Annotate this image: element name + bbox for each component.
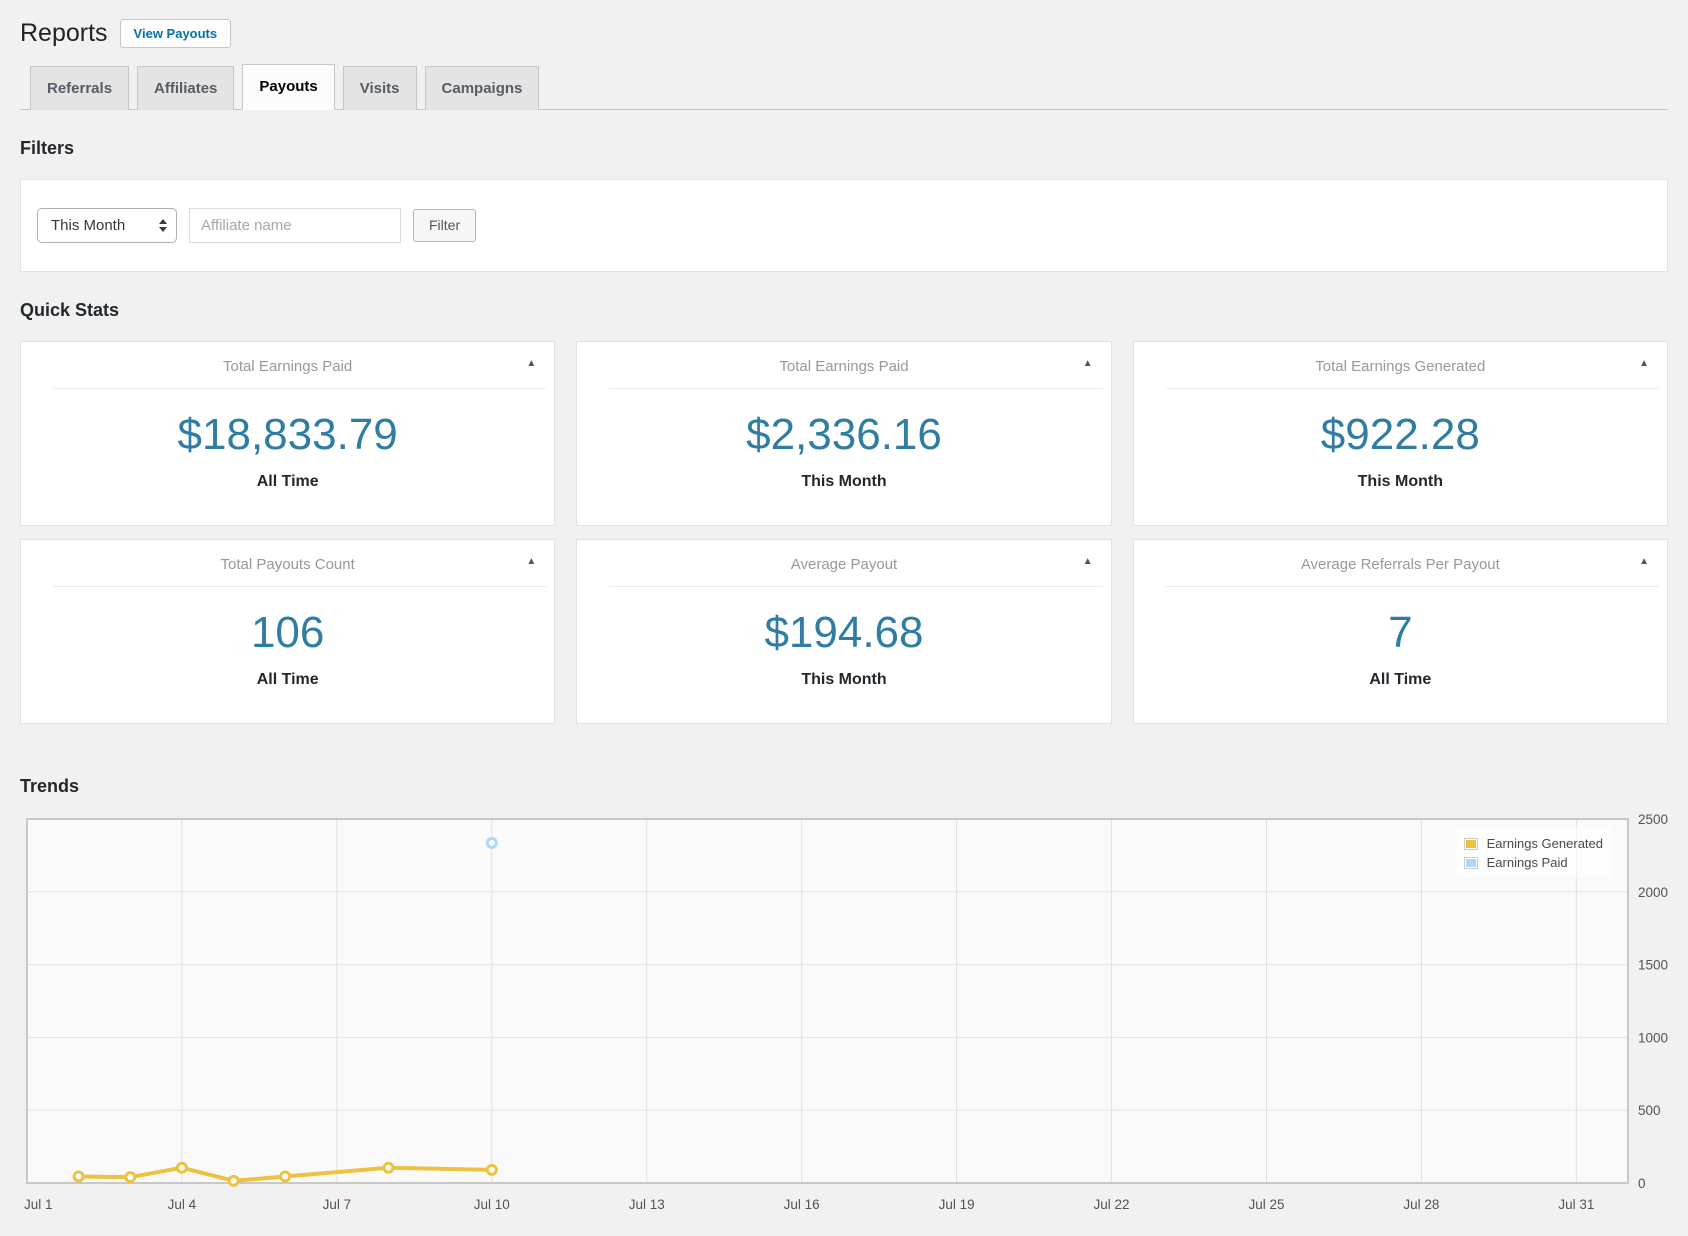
y-axis-tick-label: 1000 [1638, 1030, 1668, 1045]
legend-item: Earnings Generated [1463, 836, 1603, 851]
stat-card-value: 7 [1388, 608, 1413, 657]
stat-card-period: All Time [256, 671, 319, 689]
stat-card-title: Average Payout [790, 556, 898, 573]
collapse-triangle-icon[interactable]: ▲ [526, 556, 537, 567]
affiliate-name-input[interactable] [189, 208, 401, 243]
collapse-triangle-icon[interactable]: ▲ [1639, 556, 1649, 567]
tab-visits[interactable]: Visits [342, 66, 417, 110]
x-axis-tick-label: Jul 1 [24, 1197, 53, 1212]
x-axis-tick-label: Jul 10 [474, 1197, 510, 1212]
stat-card-value: $2,336.16 [746, 410, 942, 459]
stat-card-title: Average Referrals Per Payout [1300, 556, 1500, 573]
plot-border [26, 818, 1629, 1184]
trends-chart: Jul 1 Jul 4 Jul 7 Jul 10 Jul 13 Jul 16 Jul 19 J… [20, 813, 1668, 1225]
collapse-triangle-icon[interactable]: ▲ [526, 358, 537, 369]
data-point-earnings-generated [227, 1174, 240, 1187]
stat-card-title: Total Earnings Generated [1315, 358, 1486, 375]
collapse-triangle-icon[interactable]: ▲ [1639, 358, 1649, 369]
data-point-earnings-generated [124, 1171, 137, 1184]
y-axis-tick-label: 0 [1638, 1176, 1646, 1191]
stat-card-title: Total Earnings Paid [223, 358, 353, 375]
stat-card-divider [53, 586, 547, 587]
page-header: Reports View Payouts [20, 18, 1668, 48]
legend-swatch-icon [1463, 856, 1478, 869]
trends-heading: Trends [20, 776, 80, 796]
y-axis-tick-label: 500 [1638, 1103, 1661, 1118]
stat-card-divider [53, 388, 547, 389]
filters-heading: Filters [20, 138, 75, 158]
x-axis-tick-label: Jul 25 [1248, 1197, 1284, 1212]
stat-card-divider [1165, 388, 1659, 389]
tab-affiliates[interactable]: Affiliates [137, 66, 235, 110]
stat-card-period: This Month [801, 671, 887, 689]
stat-card-divider [609, 388, 1103, 389]
x-axis-tick-label: Jul 7 [323, 1197, 352, 1212]
stat-card-divider [1165, 586, 1659, 587]
stat-card: Total Earnings Generated ▲ $922.28 This … [1132, 341, 1668, 526]
stat-card-value: $194.68 [764, 608, 924, 657]
quick-stats-grid: Total Earnings Paid ▲ $18,833.79 All Tim… [20, 341, 1668, 724]
stat-card: Average Referrals Per Payout ▲ 7 All Tim… [1132, 539, 1668, 724]
stat-card-period: This Month [1357, 473, 1443, 491]
tab-payouts[interactable]: Payouts [242, 64, 335, 110]
date-range-selected-value: This Month [51, 217, 126, 234]
x-axis-tick-label: Jul 16 [784, 1197, 820, 1212]
data-point-earnings-paid [485, 836, 498, 849]
collapse-triangle-icon[interactable]: ▲ [1082, 556, 1093, 567]
filters-panel: This Month Filter [20, 179, 1668, 272]
view-payouts-button[interactable]: View Payouts [119, 18, 232, 48]
stat-card: Total Earnings Paid ▲ $18,833.79 All Tim… [20, 341, 556, 526]
data-point-earnings-generated [485, 1163, 498, 1176]
page-title: Reports [20, 19, 108, 47]
data-point-earnings-generated [175, 1161, 188, 1174]
y-axis-tick-label: 2000 [1638, 885, 1668, 900]
report-tabs: Referrals Affiliates Payouts Visits Campaign… [20, 64, 1668, 110]
stat-card-divider [609, 586, 1103, 587]
stat-card-period: All Time [1369, 671, 1432, 689]
stat-card-value: $922.28 [1320, 410, 1480, 459]
x-axis-tick-label: Jul 28 [1403, 1197, 1439, 1212]
stat-card: Total Earnings Paid ▲ $2,336.16 This Mon… [576, 341, 1112, 526]
stat-card-title: Total Earnings Paid [779, 358, 909, 375]
stat-card-value: $18,833.79 [177, 410, 398, 459]
x-axis-tick-label: Jul 13 [629, 1197, 665, 1212]
y-axis-tick-label: 1500 [1638, 958, 1668, 973]
legend-swatch-icon [1463, 837, 1478, 850]
chart-legend: Earnings Generated Earnings Paid [1455, 828, 1611, 878]
legend-item: Earnings Paid [1463, 855, 1603, 870]
select-stepper-icon [159, 219, 167, 232]
collapse-triangle-icon[interactable]: ▲ [1082, 358, 1093, 369]
y-axis-tick-label: 2500 [1638, 813, 1668, 827]
filter-button[interactable]: Filter [413, 208, 477, 243]
tab-referrals[interactable]: Referrals [30, 66, 130, 110]
data-point-earnings-generated [382, 1161, 395, 1174]
stat-card-title: Total Payouts Count [220, 556, 355, 573]
x-axis-tick-label: Jul 19 [939, 1197, 975, 1212]
tab-campaigns[interactable]: Campaigns [424, 66, 540, 110]
x-axis-tick-label: Jul 31 [1558, 1197, 1594, 1212]
stat-card: Average Payout ▲ $194.68 This Month [576, 539, 1112, 724]
quick-stats-heading: Quick Stats [20, 300, 120, 320]
date-range-select[interactable]: This Month [37, 208, 177, 243]
stat-card: Total Payouts Count ▲ 106 All Time [20, 539, 556, 724]
x-axis-tick-label: Jul 4 [168, 1197, 197, 1212]
x-axis-tick-label: Jul 22 [1094, 1197, 1130, 1212]
stat-card-period: All Time [256, 473, 319, 491]
data-point-earnings-generated [72, 1170, 85, 1183]
stat-card-value: 106 [250, 608, 325, 657]
stat-card-period: This Month [801, 473, 887, 491]
trends-chart-canvas: Jul 1 Jul 4 Jul 7 Jul 10 Jul 13 Jul 16 Jul 19 J… [24, 813, 1668, 1212]
data-point-earnings-generated [279, 1170, 292, 1183]
